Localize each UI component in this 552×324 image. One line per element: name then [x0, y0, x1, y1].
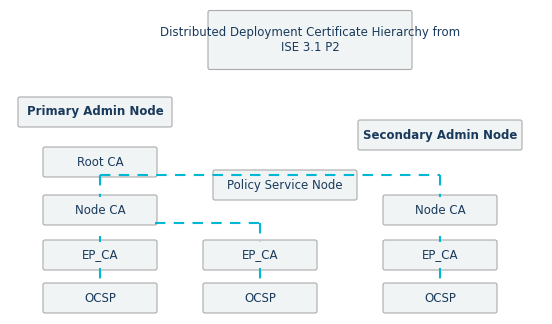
FancyBboxPatch shape — [203, 283, 317, 313]
FancyBboxPatch shape — [358, 120, 522, 150]
Text: Node CA: Node CA — [75, 203, 125, 216]
Text: EP_CA: EP_CA — [422, 249, 458, 261]
FancyBboxPatch shape — [383, 283, 497, 313]
FancyBboxPatch shape — [203, 240, 317, 270]
FancyBboxPatch shape — [208, 10, 412, 70]
Text: OCSP: OCSP — [84, 292, 116, 305]
Text: Secondary Admin Node: Secondary Admin Node — [363, 129, 517, 142]
Text: OCSP: OCSP — [424, 292, 456, 305]
FancyBboxPatch shape — [383, 195, 497, 225]
FancyBboxPatch shape — [43, 240, 157, 270]
FancyBboxPatch shape — [43, 147, 157, 177]
Text: Root CA: Root CA — [77, 156, 123, 168]
Text: EP_CA: EP_CA — [82, 249, 118, 261]
FancyBboxPatch shape — [213, 170, 357, 200]
Text: Primary Admin Node: Primary Admin Node — [26, 106, 163, 119]
FancyBboxPatch shape — [43, 283, 157, 313]
FancyBboxPatch shape — [43, 195, 157, 225]
Text: EP_CA: EP_CA — [242, 249, 278, 261]
Text: Policy Service Node: Policy Service Node — [227, 179, 343, 191]
FancyBboxPatch shape — [18, 97, 172, 127]
Text: OCSP: OCSP — [244, 292, 276, 305]
Text: Distributed Deployment Certificate Hierarchy from
ISE 3.1 P2: Distributed Deployment Certificate Hiera… — [160, 26, 460, 54]
Text: Node CA: Node CA — [415, 203, 465, 216]
FancyBboxPatch shape — [383, 240, 497, 270]
